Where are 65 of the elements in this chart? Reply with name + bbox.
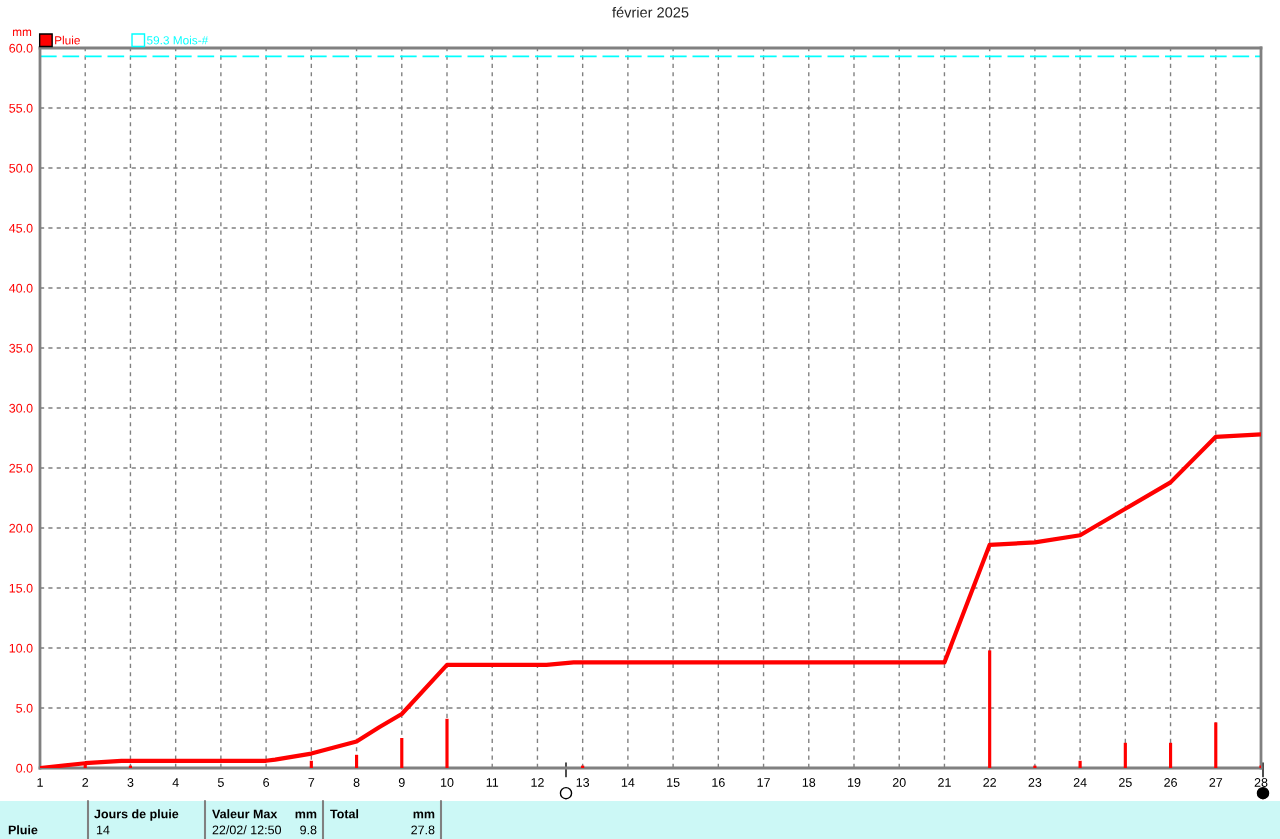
x-tick-label: 5 — [217, 778, 224, 787]
text: mm — [413, 811, 435, 819]
y-tick-label: 35.0 — [9, 343, 33, 353]
legend-label: 59.3 Mois-# — [147, 35, 209, 45]
x-tick-label: 16 — [712, 778, 725, 787]
x-tick-label: 23 — [1028, 778, 1042, 787]
x-tick-label: 20 — [892, 778, 906, 787]
x-tick-label: 21 — [938, 778, 951, 787]
y-tick-label: 5.0 — [16, 703, 33, 713]
y-tick-label: 25.0 — [9, 463, 33, 473]
y-axis-title: mm — [13, 29, 32, 36]
y-tick-label: 45.0 — [9, 223, 33, 233]
x-tick-label: 1 — [37, 778, 43, 787]
legend-label: Pluie — [55, 35, 80, 45]
bar — [1168, 742, 1173, 768]
x-tick-label: 13 — [576, 778, 590, 787]
x-tick-label: 22 — [983, 778, 996, 787]
text: Total — [330, 809, 359, 819]
text: 14 — [96, 825, 110, 835]
bar — [400, 738, 404, 768]
text: mm — [295, 811, 317, 819]
x-tick-label: 24 — [1073, 778, 1087, 787]
bar — [1214, 722, 1218, 768]
y-tick-label: 10.0 — [9, 643, 33, 653]
bar — [1078, 760, 1082, 768]
x-tick-label: 2 — [82, 778, 89, 787]
y-tick-label: 0.0 — [16, 763, 33, 773]
x-tick-label: 28 — [1254, 778, 1268, 787]
x-tick-label: 8 — [353, 778, 360, 787]
bar — [354, 754, 359, 768]
x-tick-label: 17 — [757, 778, 770, 787]
y-tick-label: 20.0 — [9, 523, 33, 533]
bar — [445, 718, 449, 768]
bar — [1259, 765, 1261, 768]
x-tick-label: 11 — [486, 778, 499, 787]
text: 27.8 — [411, 825, 435, 835]
x-tick-label: 9 — [398, 778, 405, 787]
y-tick-label: 50.0 — [9, 163, 33, 173]
y-tick-label: 60.0 — [9, 43, 33, 53]
x-tick-label: 10 — [441, 778, 454, 787]
x-tick-label: 12 — [531, 778, 544, 787]
x-tick-label: 6 — [263, 778, 270, 787]
x-tick-label: 18 — [802, 778, 816, 787]
chart-title: février 2025 — [612, 6, 689, 18]
x-tick-label: 7 — [308, 778, 315, 787]
x-tick-label: 4 — [172, 778, 179, 787]
text: Valeur Max — [212, 809, 278, 819]
y-tick-label: 55.0 — [9, 103, 33, 113]
y-tick-label: 30.0 — [9, 403, 33, 413]
y-tick-label: 15.0 — [9, 583, 33, 593]
x-tick-label: 25 — [1119, 778, 1132, 787]
x-tick-label: 15 — [667, 778, 680, 787]
x-tick-label: 19 — [848, 778, 861, 787]
y-tick-label: 40.0 — [9, 283, 33, 293]
text: Jours de pluie — [94, 809, 179, 821]
bar — [309, 760, 313, 768]
x-tick-label: 27 — [1209, 778, 1223, 787]
text: 9.8 — [300, 825, 317, 835]
x-tick-label: 3 — [127, 778, 134, 787]
x-tick-label: 14 — [621, 778, 635, 787]
x-tick-label: 26 — [1164, 778, 1177, 787]
text: 22/02/ 12:50 — [212, 825, 282, 835]
text: Pluie — [8, 825, 38, 835]
bar — [988, 650, 992, 768]
bar — [1123, 742, 1127, 768]
